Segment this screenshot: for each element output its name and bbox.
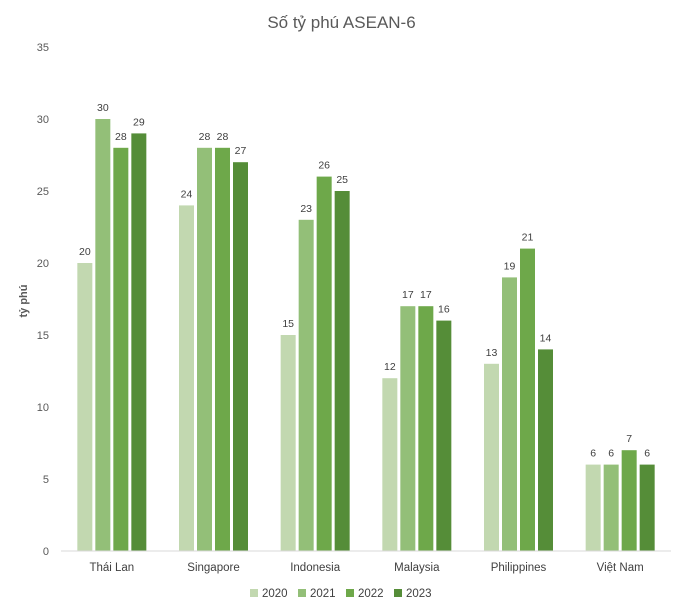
y-axis-ticks: 0 5 10 15 20 25 30 35 <box>37 42 49 558</box>
data-label: 28 <box>217 131 229 143</box>
bar <box>502 277 517 551</box>
data-label: 6 <box>644 448 650 460</box>
data-label: 26 <box>318 160 330 172</box>
bar <box>621 450 637 551</box>
y-tick-label: 35 <box>37 42 49 54</box>
data-label: 13 <box>486 347 498 359</box>
y-tick-label: 25 <box>37 186 49 198</box>
bar <box>334 191 350 551</box>
bar <box>382 378 398 551</box>
bar <box>77 263 93 551</box>
legend-swatch <box>298 589 306 597</box>
bars-group <box>77 119 655 552</box>
data-label: 6 <box>608 448 614 460</box>
data-label: 21 <box>522 232 534 244</box>
bar <box>95 119 111 551</box>
legend: 2020 2021 2022 2023 <box>250 588 432 600</box>
bar <box>603 464 619 551</box>
x-tick-label: Việt Nam <box>597 562 644 574</box>
x-tick-label: Thái Lan <box>89 562 134 574</box>
y-tick-label: 30 <box>37 114 49 126</box>
data-label: 25 <box>336 174 348 186</box>
data-labels-group: 20 30 28 29 24 28 28 27 15 23 26 25 12 17 17 16 13 19 21 14… <box>79 102 650 460</box>
data-label: 20 <box>79 246 91 258</box>
y-axis-label: tỷ phú <box>18 285 30 318</box>
bar <box>179 205 194 551</box>
bar <box>585 464 601 551</box>
legend-swatch <box>394 589 402 597</box>
bar <box>113 147 129 552</box>
bar <box>639 464 655 551</box>
legend-label: 2020 <box>262 588 288 600</box>
x-axis-ticks: Thái Lan Singapore Indonesia Malaysia Philip… <box>89 562 643 574</box>
data-label: 17 <box>402 289 414 301</box>
y-tick-label: 15 <box>37 330 49 342</box>
data-label: 15 <box>282 318 294 330</box>
data-label: 28 <box>199 131 211 143</box>
x-tick-label: Philippines <box>491 562 547 574</box>
bar <box>418 306 434 551</box>
data-label: 14 <box>540 332 552 344</box>
data-label: 24 <box>181 188 193 200</box>
data-label: 16 <box>438 304 450 316</box>
x-tick-label: Singapore <box>187 562 239 574</box>
y-tick-label: 0 <box>43 546 49 558</box>
bar <box>400 306 416 551</box>
data-label: 29 <box>133 116 145 128</box>
bar <box>298 219 314 552</box>
data-label: 7 <box>626 433 632 445</box>
y-tick-label: 5 <box>43 474 49 486</box>
data-label: 17 <box>420 289 432 301</box>
legend-label: 2021 <box>310 588 336 600</box>
legend-swatch <box>346 589 354 597</box>
data-label: 19 <box>504 260 516 272</box>
bar <box>197 147 212 552</box>
legend-swatch <box>250 589 258 597</box>
x-tick-label: Malaysia <box>394 562 440 574</box>
legend-label: 2023 <box>406 588 432 600</box>
data-label: 23 <box>300 203 312 215</box>
y-tick-label: 20 <box>37 258 49 270</box>
bar <box>280 335 296 551</box>
data-label: 30 <box>97 102 109 114</box>
legend-label: 2022 <box>358 588 384 600</box>
data-label: 6 <box>590 448 596 460</box>
x-tick-label: Indonesia <box>290 562 340 574</box>
bar <box>484 363 499 551</box>
data-label: 27 <box>235 145 247 157</box>
bar <box>131 133 147 551</box>
bar <box>436 320 452 551</box>
bar <box>215 147 230 552</box>
bar <box>520 248 535 551</box>
chart-title: Số tỷ phú ASEAN-6 <box>267 13 415 32</box>
bar <box>233 162 248 551</box>
data-label: 28 <box>115 131 127 143</box>
bar <box>538 349 553 551</box>
data-label: 12 <box>384 361 396 373</box>
bar <box>316 176 332 551</box>
y-tick-label: 10 <box>37 402 49 414</box>
